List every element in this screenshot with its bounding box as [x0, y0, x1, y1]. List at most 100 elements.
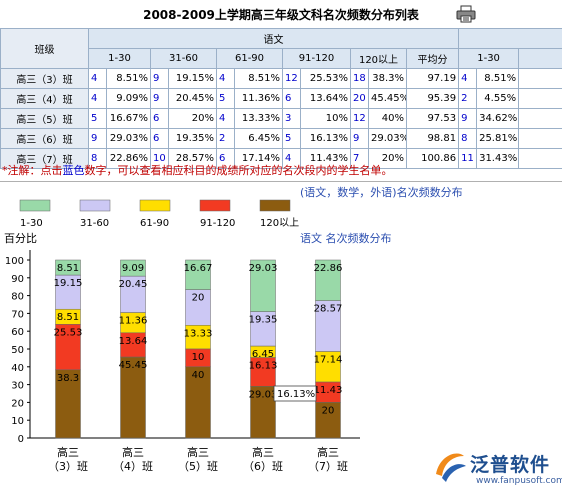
page-title: 2008-2009上学期高三年级文科名次频数分布列表 [143, 8, 419, 22]
class-name: 高三（6）班 [0, 128, 89, 149]
col-header: 91-120 [282, 48, 351, 69]
legend-label: 91-120 [200, 218, 235, 229]
col-header: 120以上 [350, 48, 407, 69]
tooltip-box [273, 385, 317, 402]
count-link[interactable]: 8 [458, 128, 478, 149]
x-tick-label: （6）班 [243, 460, 283, 473]
count-link[interactable]: 4 [216, 68, 235, 89]
bar-segment [55, 324, 81, 371]
bar-value-label: 38.3 [57, 373, 79, 384]
y-tick-label: 40 [11, 363, 24, 374]
bar-value-label: 10 [192, 352, 205, 363]
bar-value-label: 28.57 [314, 304, 343, 315]
y-tick-label: 80 [11, 292, 24, 303]
count-link[interactable]: 20 [350, 88, 369, 109]
x-tick-label: 高三 [122, 445, 144, 459]
x-tick-label: 高三 [252, 445, 274, 459]
count-link[interactable]: 6 [282, 88, 301, 109]
count-link[interactable]: 11 [458, 148, 478, 169]
col-header: 1-30 [88, 48, 151, 69]
percent: 25.81% [476, 128, 520, 149]
bar-segment [250, 386, 276, 439]
count-link[interactable]: 9 [458, 108, 478, 129]
percent: 25.53% [300, 68, 351, 89]
count-link[interactable]: 3 [282, 108, 301, 129]
count-link[interactable]: 2 [458, 88, 478, 109]
count-link[interactable]: 18 [350, 68, 369, 89]
bar-value-label: 29.03 [249, 389, 278, 400]
x-tick-label: 高三 [317, 445, 339, 459]
count-link[interactable]: 4 [458, 68, 478, 89]
x-tick-label: 高三 [187, 445, 209, 459]
bar-segment [185, 259, 211, 290]
legend-label: 31-60 [80, 218, 109, 229]
distribution-table: 班级 语文 1-30 31-60 61-90 91-120 120以上 平均分 … [0, 28, 562, 169]
bar-segment [185, 366, 211, 439]
bar-segment [315, 259, 341, 301]
count-link[interactable]: 5 [88, 108, 107, 129]
bar-segment [250, 357, 276, 387]
note-blue: 蓝色 [62, 164, 85, 177]
count-link[interactable]: 9 [150, 68, 169, 89]
count-link[interactable]: 4 [216, 108, 235, 129]
table-row: 高三（7）班 8 22.86% 10 28.57% 6 17.14% 4 11.43% 7 20% 1… [0, 148, 562, 169]
count-link[interactable]: 12 [282, 68, 301, 89]
class-name: 高三（4）班 [0, 88, 89, 109]
percent: 4.55% [476, 88, 520, 109]
count-link[interactable]: 6 [150, 128, 169, 149]
count-link[interactable]: 9 [150, 88, 169, 109]
count-link[interactable]: 4 [88, 68, 107, 89]
legend-label: 61-90 [140, 218, 169, 229]
percent: 45.45% [368, 88, 407, 109]
legend-swatch [259, 199, 291, 212]
count-link[interactable]: 9 [88, 128, 107, 149]
chart-subtitle: 语文 名次频数分布 [300, 232, 392, 245]
count-link[interactable]: 5 [282, 128, 301, 149]
fanpu-logo: 泛普软件 www.fanpusoft.com [430, 446, 562, 492]
percent: 29.03% [106, 128, 151, 149]
count-link[interactable]: 12 [350, 108, 369, 129]
cell-cutoff [518, 148, 562, 169]
count-link[interactable]: 2 [216, 128, 235, 149]
average-score: 95.39 [405, 88, 460, 109]
percent: 28.57% [168, 148, 217, 169]
legend-swatch [139, 199, 171, 212]
logo-text: 泛普软件 [470, 454, 551, 476]
percent: 8.51% [234, 68, 283, 89]
col-header: 1-30 [458, 48, 520, 69]
bar-value-label: 25.53 [54, 327, 83, 338]
percent: 20% [168, 108, 217, 129]
print-icon[interactable] [456, 5, 476, 23]
bar-value-label: 13.33 [184, 328, 213, 339]
bar-value-label: 29.03 [249, 263, 278, 274]
subject-header-next [458, 28, 562, 49]
class-name: 高三（5）班 [0, 108, 89, 129]
x-tick-label: （4）班 [113, 460, 153, 473]
bar-segment [315, 351, 341, 383]
y-axis-label: 百分比 [4, 232, 37, 245]
col-header [518, 48, 562, 69]
percent: 11.43% [300, 148, 351, 169]
note-text: *注解：点击蓝色数字，可以查看相应科目的成绩所对应的名次段内的学生名单。 [2, 162, 393, 178]
table-row: 高三（6）班 9 29.03% 6 19.35% 2 6.45% 5 16.13% 9 29.03%… [0, 128, 562, 149]
count-link[interactable]: 9 [350, 128, 369, 149]
percent: 34.62% [476, 108, 520, 129]
legend-swatch [79, 199, 111, 212]
bar-value-label: 13.64 [119, 336, 148, 347]
count-link[interactable]: 6 [150, 108, 169, 129]
percent: 19.15% [168, 68, 217, 89]
count-link[interactable]: 4 [88, 88, 107, 109]
percent: 8.51% [106, 68, 151, 89]
legend-swatch [19, 199, 51, 212]
percent: 31.43% [476, 148, 520, 169]
bar-value-label: 45.45 [119, 360, 148, 371]
logo-mark-icon [436, 453, 466, 482]
percent: 38.3% [368, 68, 407, 89]
percent: 11.36% [234, 88, 283, 109]
class-name: 高三（3）班 [0, 68, 89, 89]
percent: 13.33% [234, 108, 283, 129]
y-tick-label: 50 [11, 345, 24, 356]
percent: 8.51% [476, 68, 520, 89]
count-link[interactable]: 5 [216, 88, 235, 109]
average-score: 97.19 [405, 68, 460, 89]
